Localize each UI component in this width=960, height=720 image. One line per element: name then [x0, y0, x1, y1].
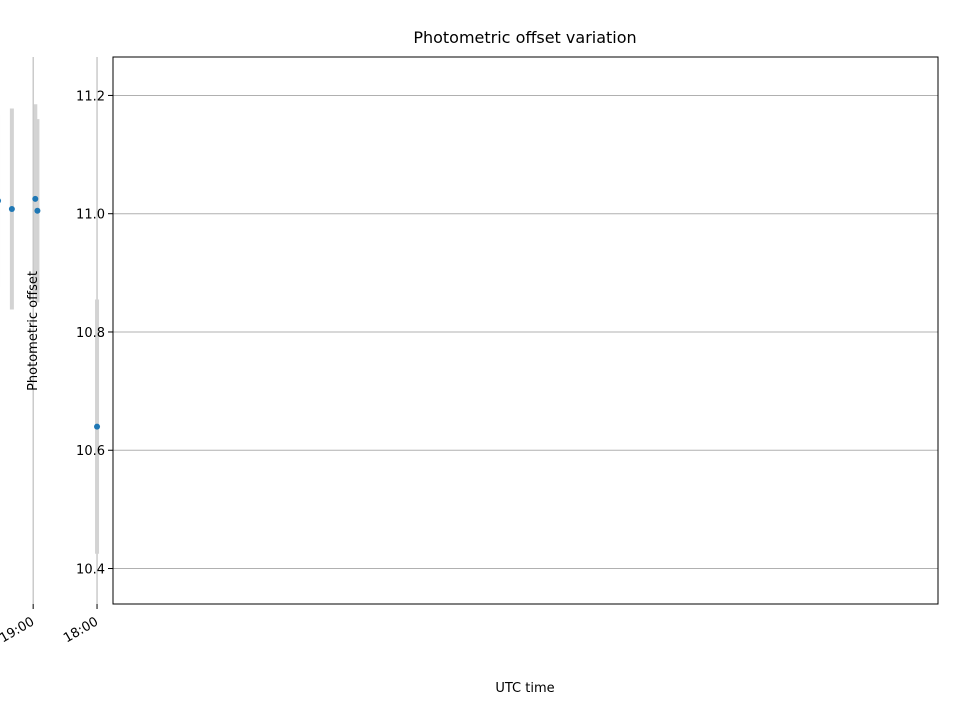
- grid: [32, 57, 938, 604]
- data-point: [8, 205, 15, 212]
- y-axis-label: Photometric offset: [26, 271, 41, 391]
- data-point: [94, 423, 101, 430]
- data-point: [32, 195, 39, 202]
- data-points: [0, 195, 101, 430]
- y-tick-label: 11.0: [76, 208, 105, 223]
- y-tick-label: 11.2: [76, 89, 105, 104]
- y-axis-ticks: 10.4 10.6 10.8 11.0 11.2: [76, 89, 113, 578]
- data-point: [0, 198, 2, 203]
- data-point: [34, 207, 41, 214]
- plot-frame: [112, 56, 939, 605]
- y-tick-label: 10.8: [76, 326, 105, 341]
- x-axis-label: UTC time: [495, 681, 554, 696]
- y-tick-label: 10.6: [76, 444, 105, 459]
- chart-title: Photometric offset variation: [413, 28, 636, 47]
- y-tick-label: 10.4: [76, 563, 105, 578]
